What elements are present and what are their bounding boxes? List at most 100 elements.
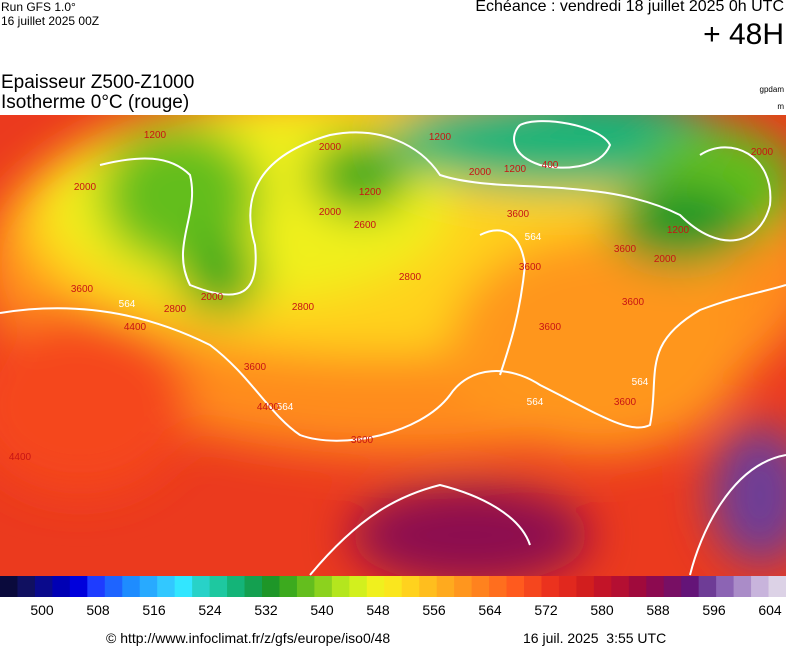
contour-label: 3600 [614,244,637,255]
colorbar-label: 532 [254,602,278,618]
run-date: 16 juillet 2025 00Z [1,14,100,28]
contour-label: 564 [277,402,294,413]
contour-label: 2000 [319,207,342,218]
contour-label: 2000 [751,147,774,158]
colorbar-swatch [157,576,176,597]
colorbar-swatch [768,576,786,597]
colorbar-swatch [593,576,612,597]
colorbar-swatch [192,576,211,597]
contour-label: 1200 [144,130,167,141]
colorbar-swatch [471,576,490,597]
contour-label: 1200 [504,164,527,175]
contour-label: 2000 [654,254,677,265]
colorbar-swatch [384,576,403,597]
colorbar-label: 572 [534,602,558,618]
footer-date: 16 juil. 2025 3:55 UTC [523,630,667,646]
colorbar-swatch [314,576,333,597]
colorbar-label: 524 [198,602,222,618]
contour-label: 2000 [469,167,492,178]
colorbar-swatch [558,576,577,597]
colorbar-swatch [34,576,53,597]
colorbar-swatch [489,576,508,597]
colorbar-label: 516 [142,602,166,618]
colorbar-label: 604 [758,602,782,618]
colorbar-swatch [87,576,106,597]
colorbar-label: 508 [86,602,110,618]
colorbar-swatch [454,576,473,597]
contour-label: 3600 [622,297,645,308]
colorbar-label: 588 [646,602,670,618]
colorbar-swatch [349,576,368,597]
colorbar-swatch [104,576,123,597]
colorbar-swatch [646,576,665,597]
contour-label: 4400 [124,322,147,333]
contour-label: 1200 [429,132,452,143]
contour-label: 3600 [507,209,530,220]
colorbar-label: 564 [478,602,502,618]
colorbar-swatch [541,576,560,597]
colorbar-swatch [296,576,315,597]
contour-label: 564 [632,377,649,388]
colorbar-swatch [262,576,280,597]
colorbar-swatch [733,576,752,597]
colorbar-swatch [419,576,438,597]
unit-m: m [777,102,784,111]
contour-label: 3600 [71,284,94,295]
unit-gpdam: gpdam [759,85,784,94]
colorbar-swatch [17,576,36,597]
colorbar-swatch [279,576,298,597]
contour-label: 1200 [359,187,382,198]
contour-label: 3600 [614,397,637,408]
footer-url: © http://www.infoclimat.fr/z/gfs/europe/… [106,630,391,646]
title-line2: Isotherme 0°C (rouge) [1,92,190,113]
colorbar-swatch [401,576,420,597]
colorbar-swatch [436,576,455,597]
contour-label: 2600 [354,220,377,231]
colorbar-swatch [524,576,542,597]
colorbar-swatch [0,576,18,597]
colorbar-swatch [611,576,630,597]
colorbar-swatch [698,576,717,597]
contour-label: 4400 [9,452,32,463]
colorbar-swatch [209,576,228,597]
colorbar-swatch [122,576,141,597]
contour-label: 2800 [292,302,315,313]
colorbar-swatch [716,576,735,597]
contour-label: 3600 [244,362,267,373]
contour-label: 2000 [74,182,97,193]
contour-label: 564 [527,397,544,408]
title-line1: Epaisseur Z500-Z1000 [1,72,195,93]
contour-label: 564 [525,232,542,243]
colorbar-swatch [174,576,193,597]
lead-time: + 48H [703,18,784,51]
run-label: Run GFS 1.0° [1,0,76,14]
colorbar-swatch [751,576,770,597]
contour-label: 400 [542,160,559,171]
colorbar-swatch [628,576,647,597]
contour-label: 2800 [399,272,422,283]
map: 1200 2000 2000 2000 1200 1200 400 2000 1200 2000 3… [0,115,786,576]
contour-label: 1200 [667,225,690,236]
colorbar-swatch [69,576,88,597]
colorbar-label: 556 [422,602,446,618]
colorbar: 500 508 516 524 532 540 548 556 564 572 580 588 596 6… [0,576,786,618]
contour-label: 4400 [257,402,280,413]
colorbar-label: 596 [702,602,726,618]
contour-label: 2000 [319,142,342,153]
contour-label: 2000 [201,292,224,303]
colorbar-swatch [681,576,700,597]
colorbar-label: 580 [590,602,614,618]
contour-label: 3600 [519,262,542,273]
colorbar-swatch [506,576,525,597]
colorbar-swatch [52,576,71,597]
colorbar-swatch [139,576,158,597]
echeance: Echéance : vendredi 18 juillet 2025 0h U… [475,0,784,15]
colorbar-swatch [244,576,263,597]
colorbar-label: 540 [310,602,334,618]
colorbar-label: 548 [366,602,390,618]
colorbar-swatch [663,576,682,597]
colorbar-swatch [331,576,350,597]
contour-label: 3600 [539,322,562,333]
colorbar-swatch [576,576,595,597]
